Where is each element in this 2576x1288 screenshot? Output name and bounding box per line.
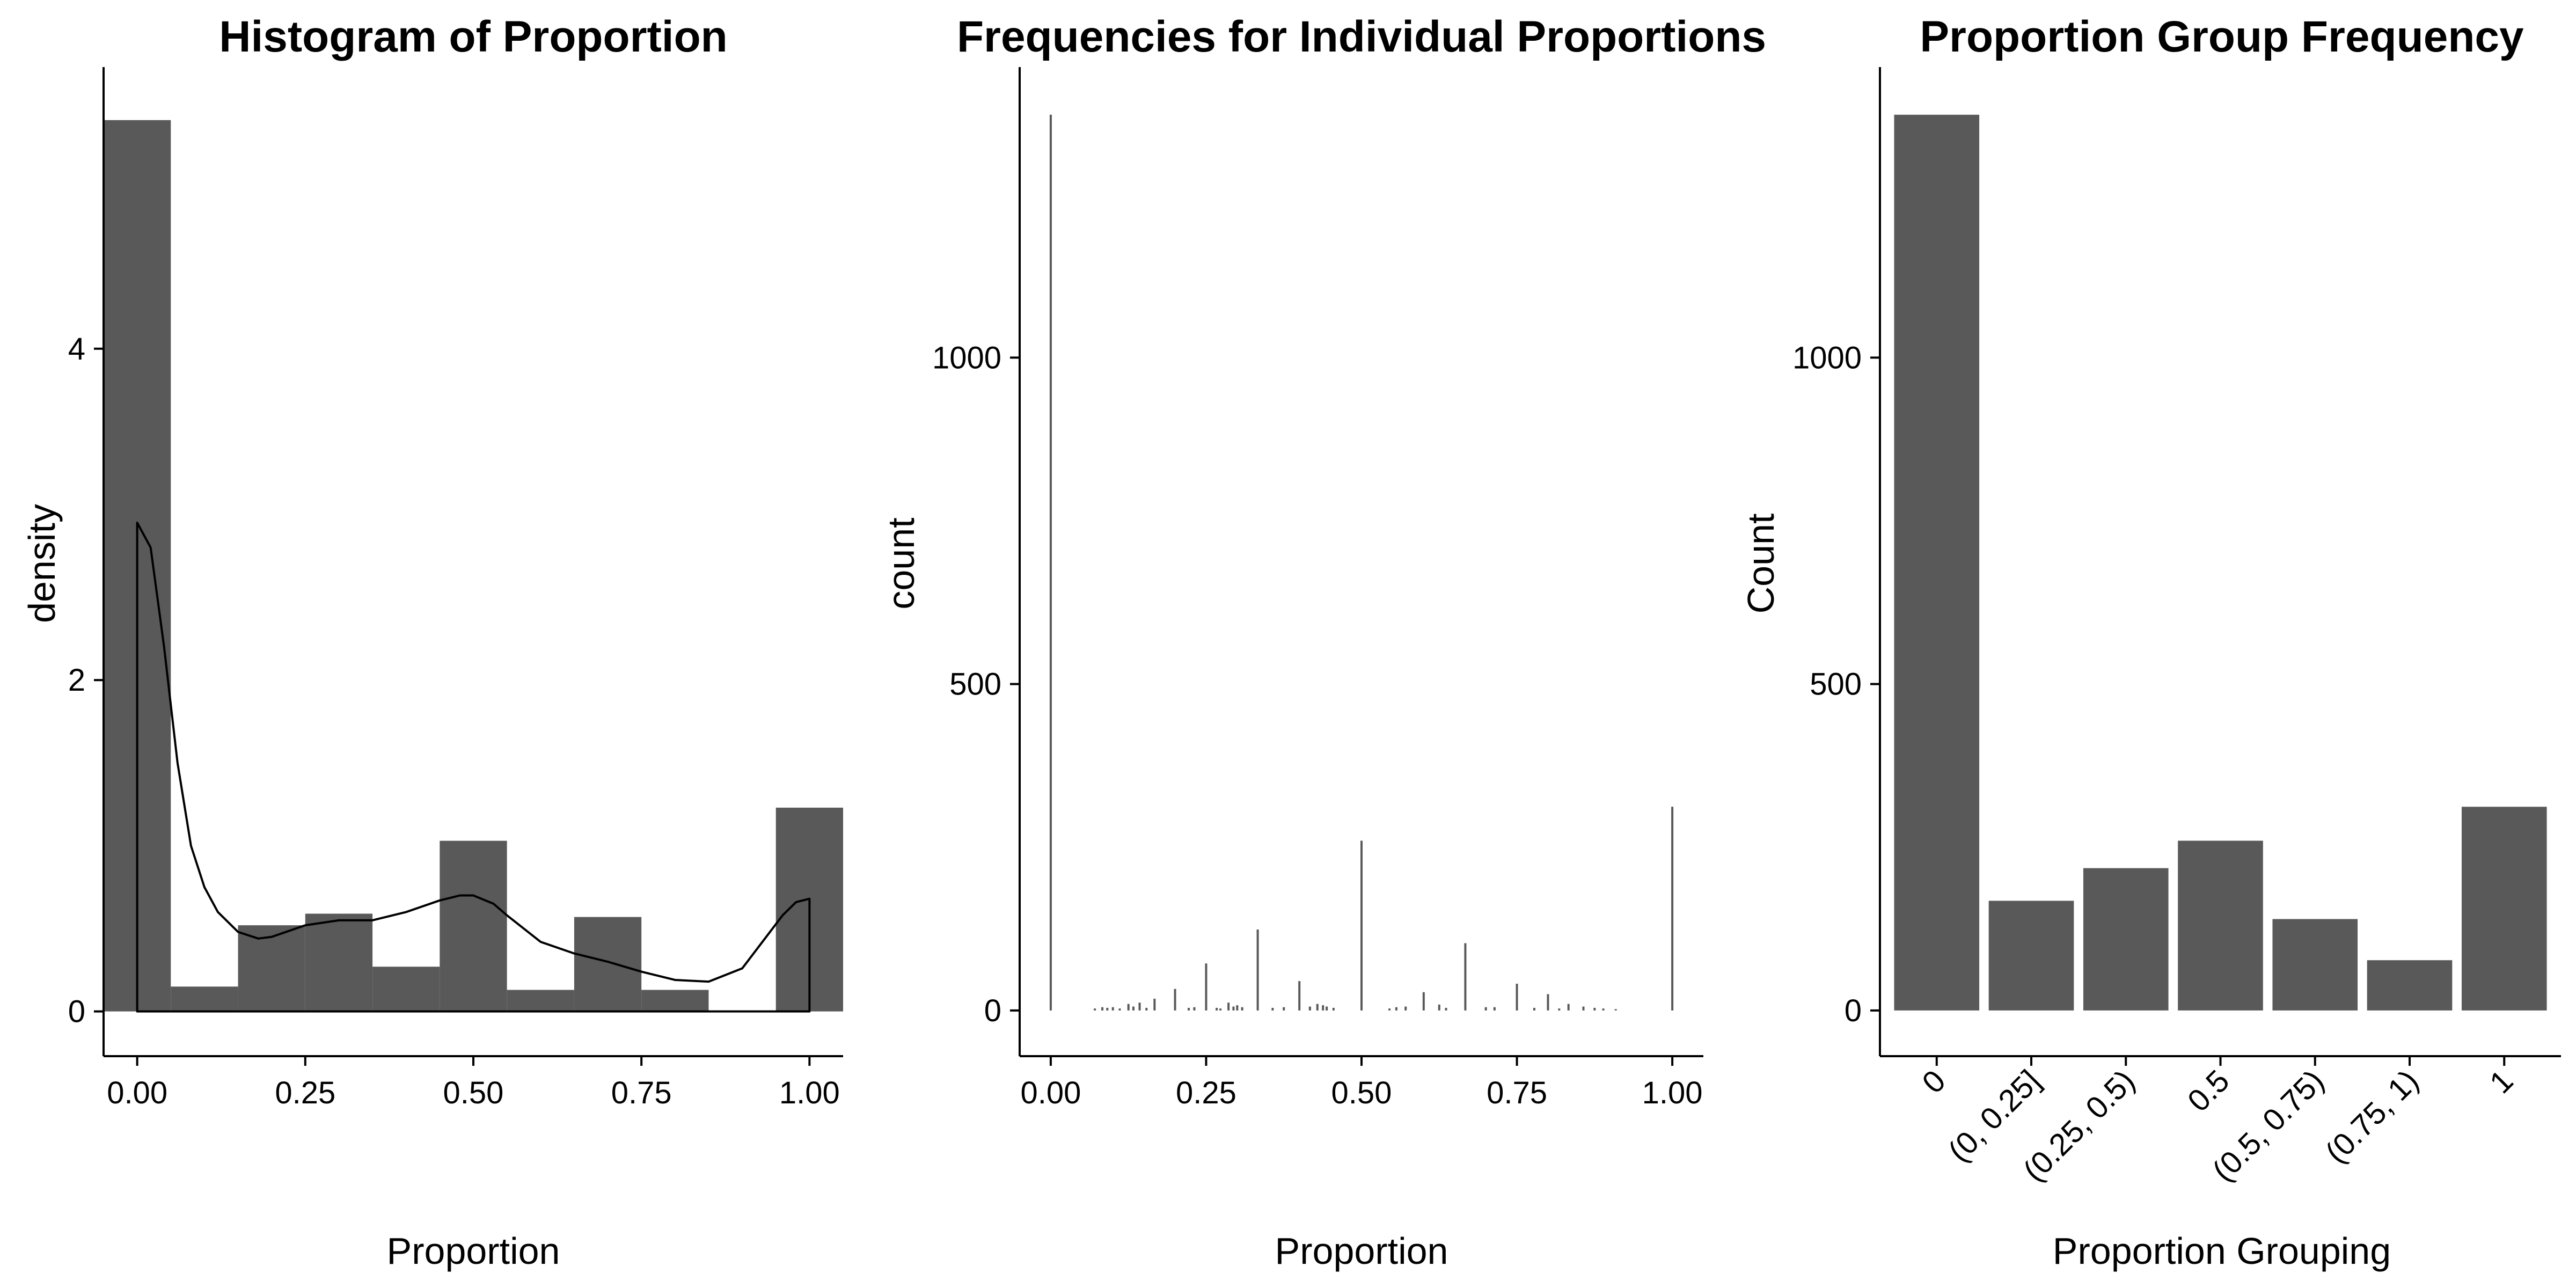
frequencies-x-tick-label: 1.00	[1642, 1075, 1703, 1110]
histogram-bar	[171, 986, 238, 1012]
histogram-bar	[372, 967, 440, 1012]
group-frequency-y-axis-title: Count	[1740, 514, 1782, 614]
frequencies-marks: 0 500 1000 0.00 0.25 0.50 0.75 1.00	[932, 67, 1703, 1110]
histogram-y-tick-label: 0	[68, 994, 85, 1029]
histogram-y-tick-label: 4	[68, 332, 85, 367]
group-frequency-x-tick-label: 0.5	[2181, 1063, 2236, 1118]
histogram-bar	[238, 925, 305, 1012]
histogram-bar	[440, 840, 507, 1012]
group-frequency-title: Proportion Group Frequency	[1920, 12, 2524, 61]
group-bar	[1894, 114, 1980, 1011]
group-frequency-y-tick-label: 500	[1810, 667, 1862, 702]
frequencies-y-tick-label: 0	[984, 993, 1001, 1028]
group-frequency-y-tick-label: 0	[1845, 993, 1862, 1028]
group-frequency-y-tick-label: 1000	[1792, 340, 1862, 375]
histogram-x-tick-label: 0.75	[611, 1075, 672, 1110]
histogram-x-tick-label: 1.00	[779, 1075, 840, 1110]
group-bar	[2083, 868, 2169, 1011]
group-bar	[1988, 901, 2074, 1011]
histogram-bar	[507, 990, 574, 1012]
frequencies-x-tick-label: 0.50	[1331, 1075, 1392, 1110]
frequencies-x-tick-label: 0.75	[1487, 1075, 1547, 1110]
histogram-title: Histogram of Proportion	[219, 12, 728, 61]
frequencies-title: Frequencies for Individual Proportions	[957, 12, 1766, 61]
histogram-x-tick-label: 0.00	[107, 1075, 167, 1110]
frequencies-y-tick-label: 500	[949, 667, 1001, 702]
density-curve	[136, 521, 811, 1013]
histogram-panel: Histogram of Proportion Proportion densi…	[21, 12, 843, 1272]
histogram-bar	[641, 990, 709, 1012]
group-bar	[2367, 960, 2453, 1011]
histogram-x-axis-title: Proportion	[387, 1230, 560, 1272]
group-bar	[2272, 919, 2358, 1011]
histogram-marks: 0 2 4 0.00 0.25 0.50 0.75 1.00	[68, 67, 843, 1110]
histogram-y-axis-title: density	[21, 504, 63, 623]
frequencies-x-tick-label: 0.25	[1176, 1075, 1236, 1110]
histogram-y-tick-label: 2	[68, 663, 85, 698]
group-frequency-x-tick-label: (0.75, 1)	[2318, 1063, 2425, 1170]
histogram-bar	[574, 917, 642, 1012]
group-frequency-panel: Proportion Group Frequency Proportion Gr…	[1740, 12, 2561, 1272]
frequencies-y-axis-title: count	[880, 517, 922, 609]
group-frequency-x-axis-title: Proportion Grouping	[2053, 1230, 2391, 1272]
group-frequency-x-tick-label: 1	[2483, 1063, 2520, 1100]
frequencies-panel: Frequencies for Individual Proportions P…	[880, 12, 1766, 1272]
frequencies-x-axis-title: Proportion	[1275, 1230, 1448, 1272]
frequencies-y-tick-label: 1000	[932, 340, 1001, 375]
group-bar	[2178, 840, 2263, 1011]
group-frequency-x-tick-label: 0	[1915, 1063, 1952, 1100]
frequencies-x-tick-label: 0.00	[1020, 1075, 1081, 1110]
group-bar	[2461, 807, 2547, 1011]
histogram-x-tick-label: 0.50	[443, 1075, 504, 1110]
histogram-x-tick-label: 0.25	[275, 1075, 335, 1110]
histogram-bar	[305, 913, 373, 1012]
